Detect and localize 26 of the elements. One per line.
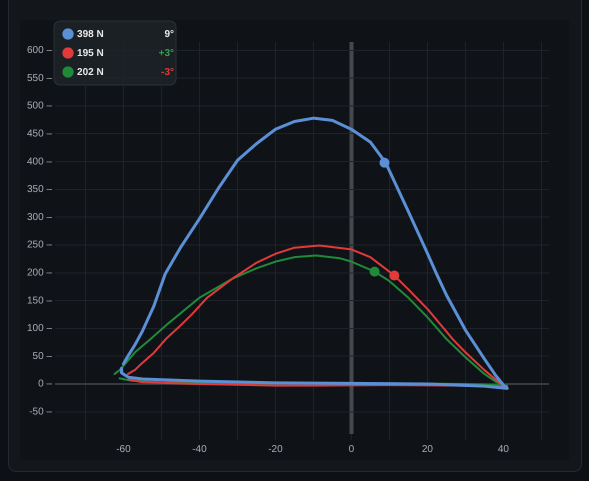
y-tick-label: 250 – (26, 240, 52, 251)
annotation: +3° (158, 48, 174, 59)
legend-label: 195 N (77, 48, 104, 59)
y-tick-label: 600 – (26, 45, 52, 56)
y-tick-label: 300 – (26, 212, 52, 223)
legend-label: 202 N (77, 66, 104, 78)
y-tick-label: 200 – (26, 268, 52, 278)
y-tick-label: 100 – (26, 323, 52, 334)
y-tick-label: 500 – (26, 100, 52, 112)
x-tick-label: 40 (498, 444, 510, 455)
x-tick-label: -20 (268, 444, 284, 455)
annotation: -3° (161, 66, 174, 78)
y-tick-label: 550 – (26, 72, 52, 84)
legend-label: 398 N (77, 28, 104, 40)
y-tick-label: -50 – (29, 406, 52, 418)
y-tick-label: 400 – (26, 156, 52, 168)
x-tick-label: -60 (116, 444, 132, 455)
y-tick-label: 350 – (26, 184, 52, 196)
y-tick-label: 450 – (26, 128, 52, 140)
y-tick-label: 50 – (32, 350, 52, 362)
x-tick-label: -40 (192, 444, 208, 455)
y-tick-label: 0 – (38, 378, 52, 390)
x-tick-label: 0 (348, 444, 355, 455)
x-tick-label: 20 (422, 444, 434, 455)
y-tick-label: 150 – (26, 295, 52, 306)
text: 9° (164, 28, 174, 40)
